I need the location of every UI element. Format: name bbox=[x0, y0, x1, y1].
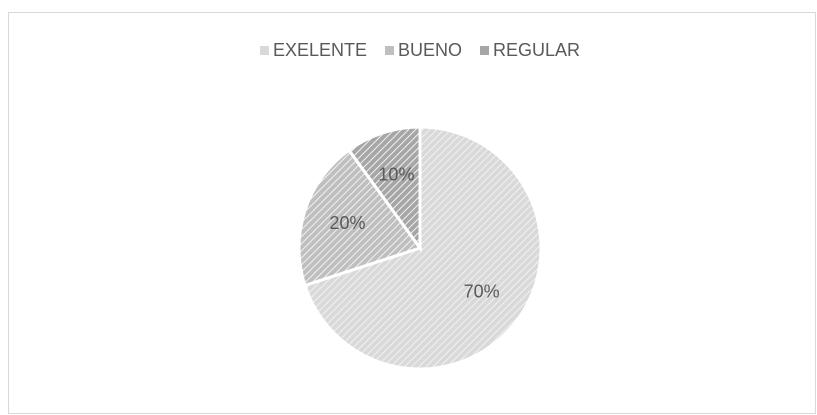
pie-slice bbox=[297, 148, 423, 288]
data-label: 70% bbox=[464, 282, 500, 302]
legend-label: BUENO bbox=[398, 40, 462, 60]
legend-label: EXELENTE bbox=[273, 40, 367, 60]
data-label: 20% bbox=[329, 213, 365, 233]
pie-slice bbox=[346, 125, 422, 253]
legend-marker bbox=[259, 46, 269, 55]
pie-slice bbox=[303, 125, 543, 371]
data-label: 10% bbox=[378, 164, 414, 184]
pie: 70% 20% 10% bbox=[297, 125, 543, 371]
legend-marker bbox=[480, 46, 490, 55]
legend-marker bbox=[385, 46, 394, 55]
legend: EXELENTE BUENO REGULAR bbox=[259, 40, 580, 60]
legend-label: REGULAR bbox=[493, 40, 580, 60]
